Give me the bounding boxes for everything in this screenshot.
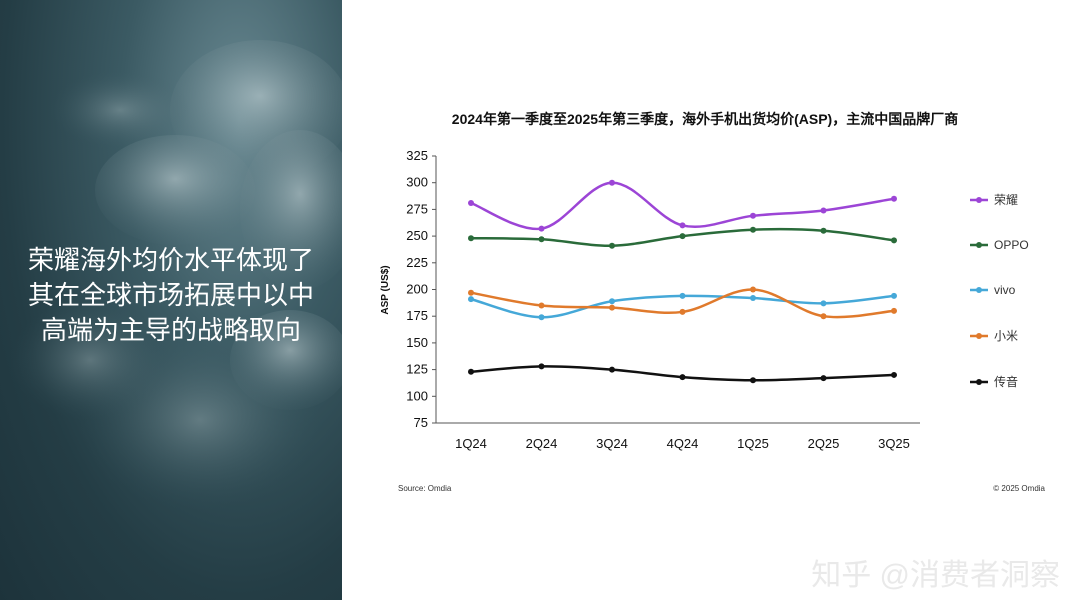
y-tick-label: 75	[414, 415, 428, 430]
flower-petal	[240, 130, 342, 290]
data-point	[679, 374, 686, 381]
headline-line: 其在全球市场拓展中以中	[27, 281, 314, 311]
data-point	[891, 307, 897, 314]
y-tick-label: 325	[406, 148, 428, 163]
legend-marker	[976, 242, 982, 248]
data-point	[609, 366, 615, 373]
data-point	[750, 226, 756, 233]
data-point	[538, 363, 545, 370]
smoke-wisp	[50, 70, 190, 150]
data-point	[609, 298, 615, 305]
flower-background-image	[10, 40, 342, 510]
legend-marker	[976, 379, 982, 385]
y-tick-label: 225	[406, 255, 428, 270]
data-point	[468, 368, 474, 375]
data-point	[609, 242, 615, 249]
y-tick-label: 175	[406, 308, 428, 323]
y-tick-label: 300	[406, 175, 428, 190]
data-point	[891, 292, 897, 299]
smoke-wisp	[10, 300, 170, 420]
legend-label: vivo	[994, 283, 1016, 297]
watermark: 知乎 @消费者洞察	[811, 559, 1060, 592]
flower-petal	[95, 135, 255, 245]
y-tick-label: 100	[406, 388, 428, 403]
chart-panel	[342, 0, 1080, 600]
data-point	[679, 233, 686, 240]
copyright-note: © 2025 Omdia	[993, 484, 1045, 493]
data-point	[679, 308, 686, 315]
y-tick-label: 250	[406, 228, 428, 243]
data-point	[820, 227, 827, 234]
legend-marker	[976, 333, 982, 339]
headline-line: 高端为主导的战略取向	[40, 316, 301, 346]
legend-label: OPPO	[994, 238, 1029, 252]
data-point	[820, 313, 827, 320]
data-point	[750, 286, 756, 293]
data-point	[609, 304, 615, 311]
data-point	[891, 195, 897, 202]
source-note: Source: Omdia	[398, 484, 452, 493]
data-point	[468, 199, 474, 206]
x-tick-label: 3Q24	[596, 436, 628, 451]
headline-line: 荣耀海外均价水平体现了	[27, 246, 314, 276]
y-axis-label: ASP (US$)	[380, 265, 391, 314]
series-line-0	[470, 181, 895, 231]
legend-label: 传音	[994, 374, 1018, 389]
data-point	[820, 375, 827, 382]
y-tick-label: 200	[406, 282, 428, 297]
data-point	[609, 179, 615, 186]
data-point	[750, 212, 756, 219]
data-point	[679, 222, 686, 229]
legend-label: 荣耀	[994, 193, 1018, 207]
y-tick-label: 125	[406, 362, 428, 377]
legend-marker	[976, 287, 982, 293]
data-point	[538, 314, 545, 321]
data-point	[538, 236, 545, 243]
data-point	[538, 225, 545, 232]
chart-title: 2024年第一季度至2025年第三季度，海外手机出货均价(ASP)，主流中国品牌…	[452, 111, 958, 127]
data-point	[750, 377, 756, 384]
legend-label: 小米	[994, 329, 1018, 343]
legend-marker	[976, 197, 982, 203]
x-tick-label: 2Q25	[808, 436, 840, 451]
data-point	[820, 300, 827, 307]
data-point	[468, 289, 474, 296]
x-tick-label: 4Q24	[667, 436, 699, 451]
data-point	[679, 292, 686, 299]
flower-petal	[230, 310, 342, 410]
y-tick-label: 275	[406, 201, 428, 216]
x-tick-label: 2Q24	[526, 436, 558, 451]
headline: 荣耀海外均价水平体现了 其在全球市场拓展中以中 高端为主导的战略取向	[0, 244, 342, 349]
data-point	[820, 207, 827, 214]
y-tick-label: 150	[406, 335, 428, 350]
data-point	[468, 296, 474, 303]
left-panel: 荣耀海外均价水平体现了 其在全球市场拓展中以中 高端为主导的战略取向	[0, 0, 342, 600]
data-point	[750, 295, 756, 302]
x-tick-label: 1Q25	[737, 436, 769, 451]
data-point	[468, 235, 474, 242]
x-tick-label: 1Q24	[455, 436, 487, 451]
x-tick-label: 3Q25	[878, 436, 910, 451]
data-point	[891, 371, 897, 378]
data-point	[538, 302, 545, 309]
data-point	[891, 237, 897, 244]
